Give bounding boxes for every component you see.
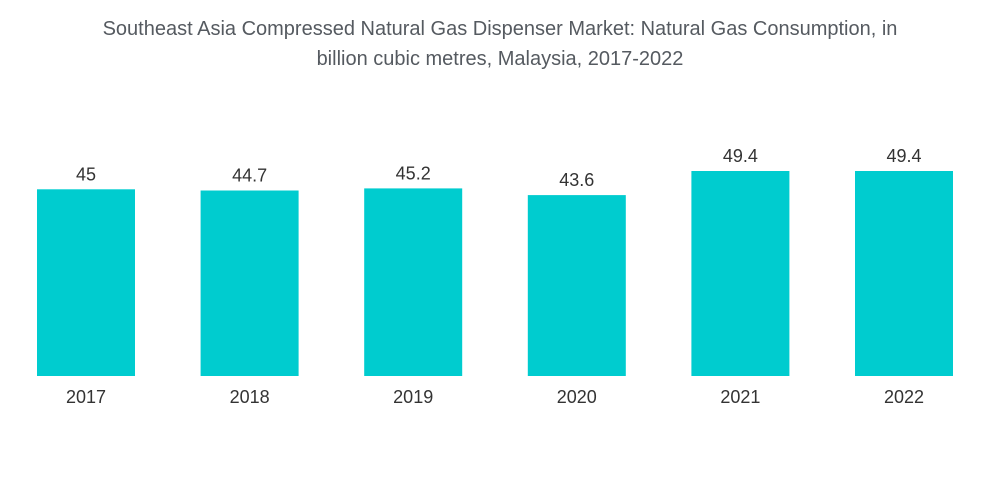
bar-2019 [364, 188, 463, 376]
value-label-2020: 43.6 [559, 170, 594, 190]
chart-title-line-2: billion cubic metres, Malaysia, 2017-202… [316, 48, 684, 70]
x-tick-label-2018: 2018 [230, 387, 270, 407]
bar-2017 [37, 189, 135, 376]
value-label-2021: 49.4 [723, 146, 758, 166]
chart-title: Southeast Asia Compressed Natural Gas Di… [0, 14, 1000, 74]
x-tick-label-2020: 2020 [557, 387, 597, 407]
chart-title-line-1: Southeast Asia Compressed Natural Gas Di… [102, 18, 898, 40]
value-label-2017: 45 [76, 164, 96, 184]
x-tick-label-2021: 2021 [720, 387, 760, 407]
bar-2021 [691, 171, 790, 376]
x-tick-label-2022: 2022 [884, 387, 924, 407]
x-tick-label-2019: 2019 [393, 387, 433, 407]
bar-2020 [527, 195, 626, 376]
bar-2022 [855, 171, 953, 376]
x-tick-label-2017: 2017 [66, 387, 106, 407]
bar-2018 [200, 190, 299, 376]
value-label-2022: 49.4 [886, 146, 921, 166]
value-label-2019: 45.2 [396, 163, 431, 183]
value-label-2018: 44.7 [232, 166, 267, 186]
